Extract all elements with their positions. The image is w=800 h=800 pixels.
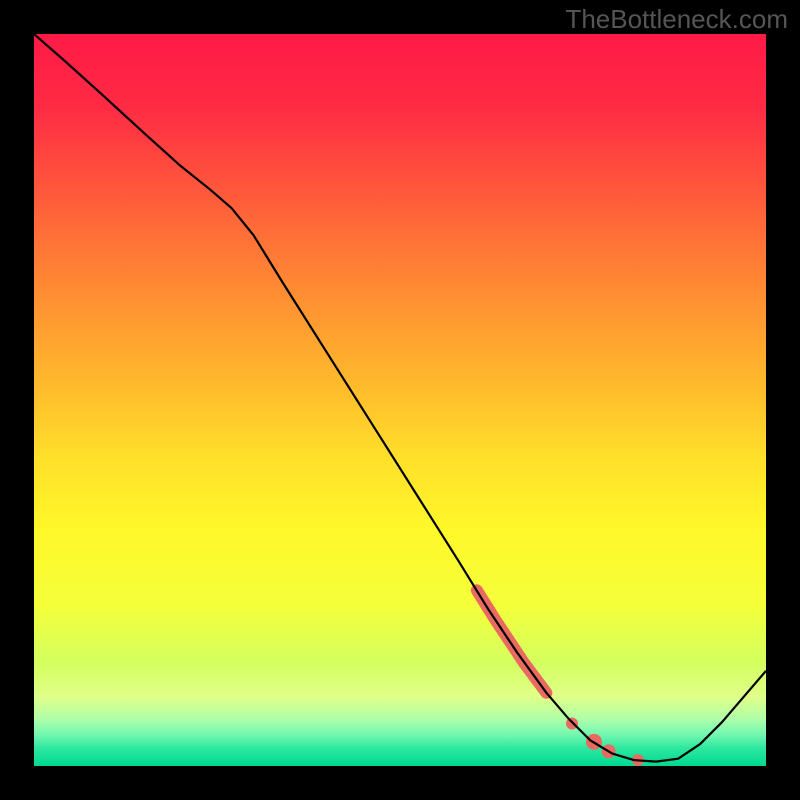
watermark-text: TheBottleneck.com (565, 4, 788, 35)
curve-line (34, 34, 766, 762)
chart-container: { "watermark": { "text": "TheBottleneck.… (0, 0, 800, 800)
plot-area (34, 34, 766, 766)
highlight-group (477, 590, 644, 766)
chart-overlay-svg (34, 34, 766, 766)
